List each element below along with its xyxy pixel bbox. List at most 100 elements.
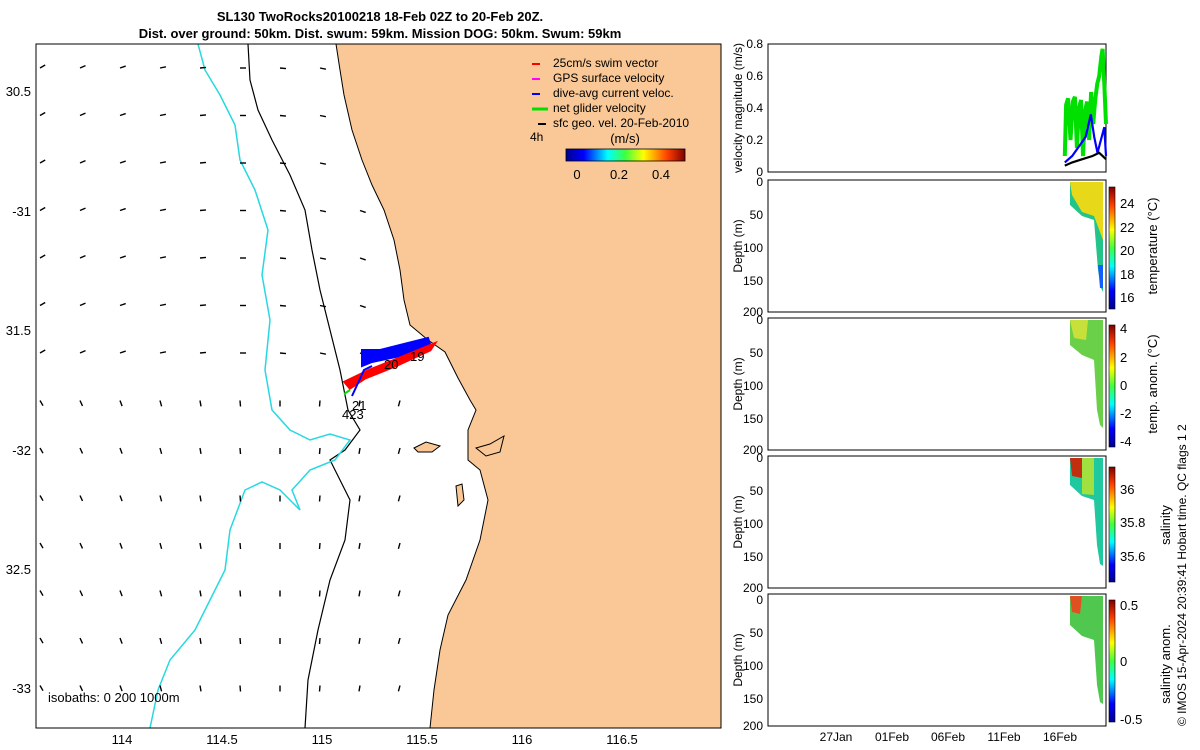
geo-velocity-arrow <box>79 590 84 597</box>
x-tick: 16Feb <box>1043 730 1077 744</box>
geo-velocity-arrow <box>39 590 44 597</box>
legend-label: GPS surface velocity <box>553 71 664 85</box>
geo-velocity-arrow <box>199 495 202 502</box>
temp-anom-section-warm <box>1070 320 1088 340</box>
geo-velocity-arrow <box>358 495 361 502</box>
geo-velocity-arrow <box>279 304 287 307</box>
geo-velocity-arrow <box>159 256 167 259</box>
geo-velocity-arrow <box>239 590 242 597</box>
colorbar-tick: 0.5 <box>1120 598 1138 613</box>
geo-velocity-arrow <box>159 685 163 692</box>
geo-velocity-arrow <box>199 351 207 354</box>
geo-velocity-arrow <box>318 637 321 645</box>
geo-velocity-arrow <box>159 637 163 644</box>
salinity-anom-axes <box>767 593 1107 727</box>
glider-net-track <box>343 389 351 395</box>
y-tick: 0 <box>756 593 763 607</box>
y-tick: 50 <box>750 626 764 640</box>
geo-velocity-arrow <box>79 254 86 259</box>
colorbar-tick: -2 <box>1120 406 1132 421</box>
geo-velocity-arrow <box>239 447 242 455</box>
isobath-1000m <box>149 44 352 728</box>
geo-velocity-arrow <box>40 733 43 738</box>
velocity-series <box>1062 48 1108 167</box>
scale-label: 4h <box>530 130 543 144</box>
colorbar-tick: 0 <box>573 167 580 182</box>
geo-velocity-arrow <box>119 637 123 644</box>
legend-item-gps-velocity: GPS surface velocity <box>532 71 664 85</box>
map-y-tick: 30.5 <box>6 84 31 99</box>
time-x-ticks: 27Jan 01Feb 06Feb 11Feb 16Feb <box>820 730 1078 744</box>
temperature-y-label: Depth (m) <box>731 219 745 272</box>
geo-velocity-arrow <box>79 495 84 502</box>
geo-velocity-arrow <box>319 209 327 213</box>
temperature-colorbar <box>1108 186 1116 310</box>
y-tick: 50 <box>750 346 764 360</box>
geo-velocity-arrow <box>397 637 401 644</box>
geo-velocity-arrow <box>279 67 287 70</box>
geo-velocity-arrow <box>199 447 202 455</box>
geo-velocity-arrow <box>159 113 167 117</box>
track-label-423: 423 <box>342 407 364 422</box>
geo-velocity-arrow <box>279 162 287 165</box>
geo-velocity-arrow <box>159 447 163 454</box>
geo-velocity-arrow <box>119 400 123 407</box>
geo-velocity-arrow <box>159 66 167 69</box>
temperature-axes <box>767 179 1107 313</box>
geo-velocity-arrow <box>358 400 361 407</box>
copyright-footer: © IMOS 15-Apr-2024 20:39:41 Hobart time.… <box>1175 424 1189 726</box>
geo-velocity-arrow <box>199 304 207 307</box>
legend-label: sfc geo. vel. 20-Feb-2010 <box>553 116 689 130</box>
isobath-200m <box>247 44 361 728</box>
map-x-tick: 116.5 <box>606 732 638 747</box>
y-tick: 50 <box>750 208 764 222</box>
y-tick: 200 <box>743 719 763 733</box>
geo-velocity-arrow <box>199 590 202 597</box>
geo-velocity-arrow <box>159 208 167 212</box>
geo-velocity-arrow <box>397 447 401 454</box>
geo-velocity-arrow <box>358 637 361 645</box>
geo-velocity-arrow <box>159 542 163 549</box>
y-tick: 200 <box>743 581 763 595</box>
geo-velocity-arrow <box>359 209 366 214</box>
geo-velocity-arrow <box>319 304 327 308</box>
map-y-tick: -33 <box>12 681 31 696</box>
y-tick: 200 <box>743 443 763 457</box>
y-tick: 0 <box>756 313 763 327</box>
temp-anom-colorbar-label: temp. anom. (°C) <box>1145 334 1160 433</box>
geo-velocity-arrow <box>199 66 207 69</box>
colorbar-tick: 18 <box>1120 267 1134 282</box>
legend-item-geo-velocity: sfc geo. vel. 20-Feb-2010 <box>538 116 689 130</box>
geo-velocity-arrow <box>119 542 123 549</box>
map-y-ticks: 30.5 -31 31.5 -32 32.5 -33 <box>6 84 31 696</box>
geo-velocity-arrow <box>279 114 287 117</box>
land-mass <box>335 44 721 728</box>
legend-item-swim-vector: 25cm/s swim vector <box>532 56 658 70</box>
geo-velocity-arrow <box>39 637 44 644</box>
geo-velocity-arrow <box>319 352 327 355</box>
geo-velocity-arrow <box>359 733 360 739</box>
colorbar-tick: 16 <box>1120 290 1134 305</box>
island-2 <box>474 434 505 457</box>
y-tick: 150 <box>743 692 763 706</box>
temperature-panel: 0 50 100 150 200 Depth (m) 24 22 20 18 1… <box>731 175 1160 319</box>
temp-anom-y-label: Depth (m) <box>731 357 745 410</box>
colorbar-tick: 0 <box>1120 378 1127 393</box>
geo-velocity-arrow <box>199 256 207 259</box>
salinity-colorbar-ticks: 36 35.8 35.6 <box>1120 482 1145 564</box>
geo-velocity-arrow <box>159 495 163 502</box>
geo-velocity-arrow <box>279 352 287 355</box>
map-x-tick: 115 <box>312 732 333 747</box>
x-tick: 27Jan <box>820 730 853 744</box>
map-frame <box>35 43 722 729</box>
geo-velocity-arrow <box>319 257 327 260</box>
geo-velocity-arrow <box>159 590 163 597</box>
geo-velocity-arrow <box>199 637 202 645</box>
velocity-series-line <box>1064 114 1108 164</box>
legend-label: net glider velocity <box>553 101 646 115</box>
geo-velocity-arrow <box>39 685 44 692</box>
geo-velocity-arrow <box>119 160 126 164</box>
geo-velocity-arrow <box>239 637 242 645</box>
temperature-section-warm <box>1070 182 1103 240</box>
geo-velocity-arrow <box>397 542 401 549</box>
